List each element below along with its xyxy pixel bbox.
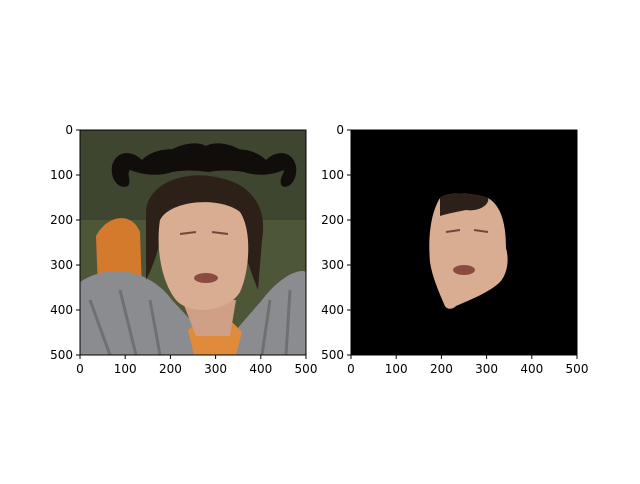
right-y-ticks: 0 100 200 300 400 500: [321, 123, 351, 362]
right-x-tick-label: 100: [385, 362, 408, 376]
right-x-tick-label: 0: [347, 362, 355, 376]
left-axes-frame: [79, 129, 307, 356]
left-x-tick-label: 0: [76, 362, 84, 376]
left-image: [80, 130, 306, 355]
right-x-tick-label: 500: [566, 362, 589, 376]
left-y-tick-label: 100: [50, 168, 73, 182]
left-y-tick-label: 400: [50, 303, 73, 317]
left-y-tick-label: 500: [50, 348, 73, 362]
right-x-tick-label: 200: [430, 362, 453, 376]
left-y-tick-label: 200: [50, 213, 73, 227]
right-x-tick-label: 400: [520, 362, 543, 376]
left-x-tick-label: 100: [114, 362, 137, 376]
left-x-tick-label: 500: [295, 362, 318, 376]
left-x-tick-label: 300: [204, 362, 227, 376]
right-y-tick-label: 300: [321, 258, 344, 272]
right-x-tick-label: 300: [475, 362, 498, 376]
right-x-ticks: 0 100 200 300 400 500: [347, 355, 588, 376]
right-y-tick-label: 100: [321, 168, 344, 182]
right-axes-frame: [350, 129, 578, 356]
left-y-tick-label: 300: [50, 258, 73, 272]
left-y-tick-label: 0: [65, 123, 73, 137]
right-y-tick-label: 200: [321, 213, 344, 227]
right-y-tick-label: 400: [321, 303, 344, 317]
left-y-ticks: 0 100 200 300 400 500: [50, 123, 80, 362]
left-x-tick-label: 400: [249, 362, 272, 376]
right-image: [351, 130, 577, 355]
right-y-tick-label: 0: [336, 123, 344, 137]
right-y-tick-label: 500: [321, 348, 344, 362]
left-panel: 0 100 200 300 400 500 0 100 200 300 400 500: [50, 123, 317, 376]
left-x-tick-label: 200: [159, 362, 182, 376]
left-x-ticks: 0 100 200 300 400 500: [76, 355, 317, 376]
right-panel: 0 100 200 300 400 500 0 100 200 300 400 500: [321, 123, 588, 376]
